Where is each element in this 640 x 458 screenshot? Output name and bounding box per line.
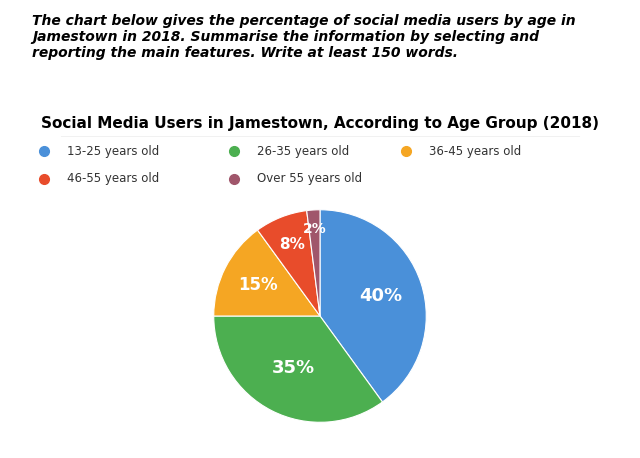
Text: 46-55 years old: 46-55 years old	[67, 172, 159, 185]
Text: The chart below gives the percentage of social media users by age in
Jamestown i: The chart below gives the percentage of …	[32, 14, 575, 60]
Text: Social Media Users in Jamestown, According to Age Group (2018): Social Media Users in Jamestown, Accordi…	[41, 116, 599, 131]
Text: 8%: 8%	[279, 237, 305, 252]
Text: Over 55 years old: Over 55 years old	[257, 172, 362, 185]
Text: 2%: 2%	[303, 222, 326, 236]
Wedge shape	[214, 230, 320, 316]
Wedge shape	[257, 211, 320, 316]
Text: 15%: 15%	[239, 276, 278, 294]
Text: 35%: 35%	[272, 359, 315, 377]
Wedge shape	[214, 316, 383, 422]
Wedge shape	[320, 210, 426, 402]
Text: 13-25 years old: 13-25 years old	[67, 145, 159, 158]
Text: 40%: 40%	[359, 287, 402, 305]
Text: 36-45 years old: 36-45 years old	[429, 145, 522, 158]
Wedge shape	[307, 210, 320, 316]
Text: 26-35 years old: 26-35 years old	[257, 145, 349, 158]
